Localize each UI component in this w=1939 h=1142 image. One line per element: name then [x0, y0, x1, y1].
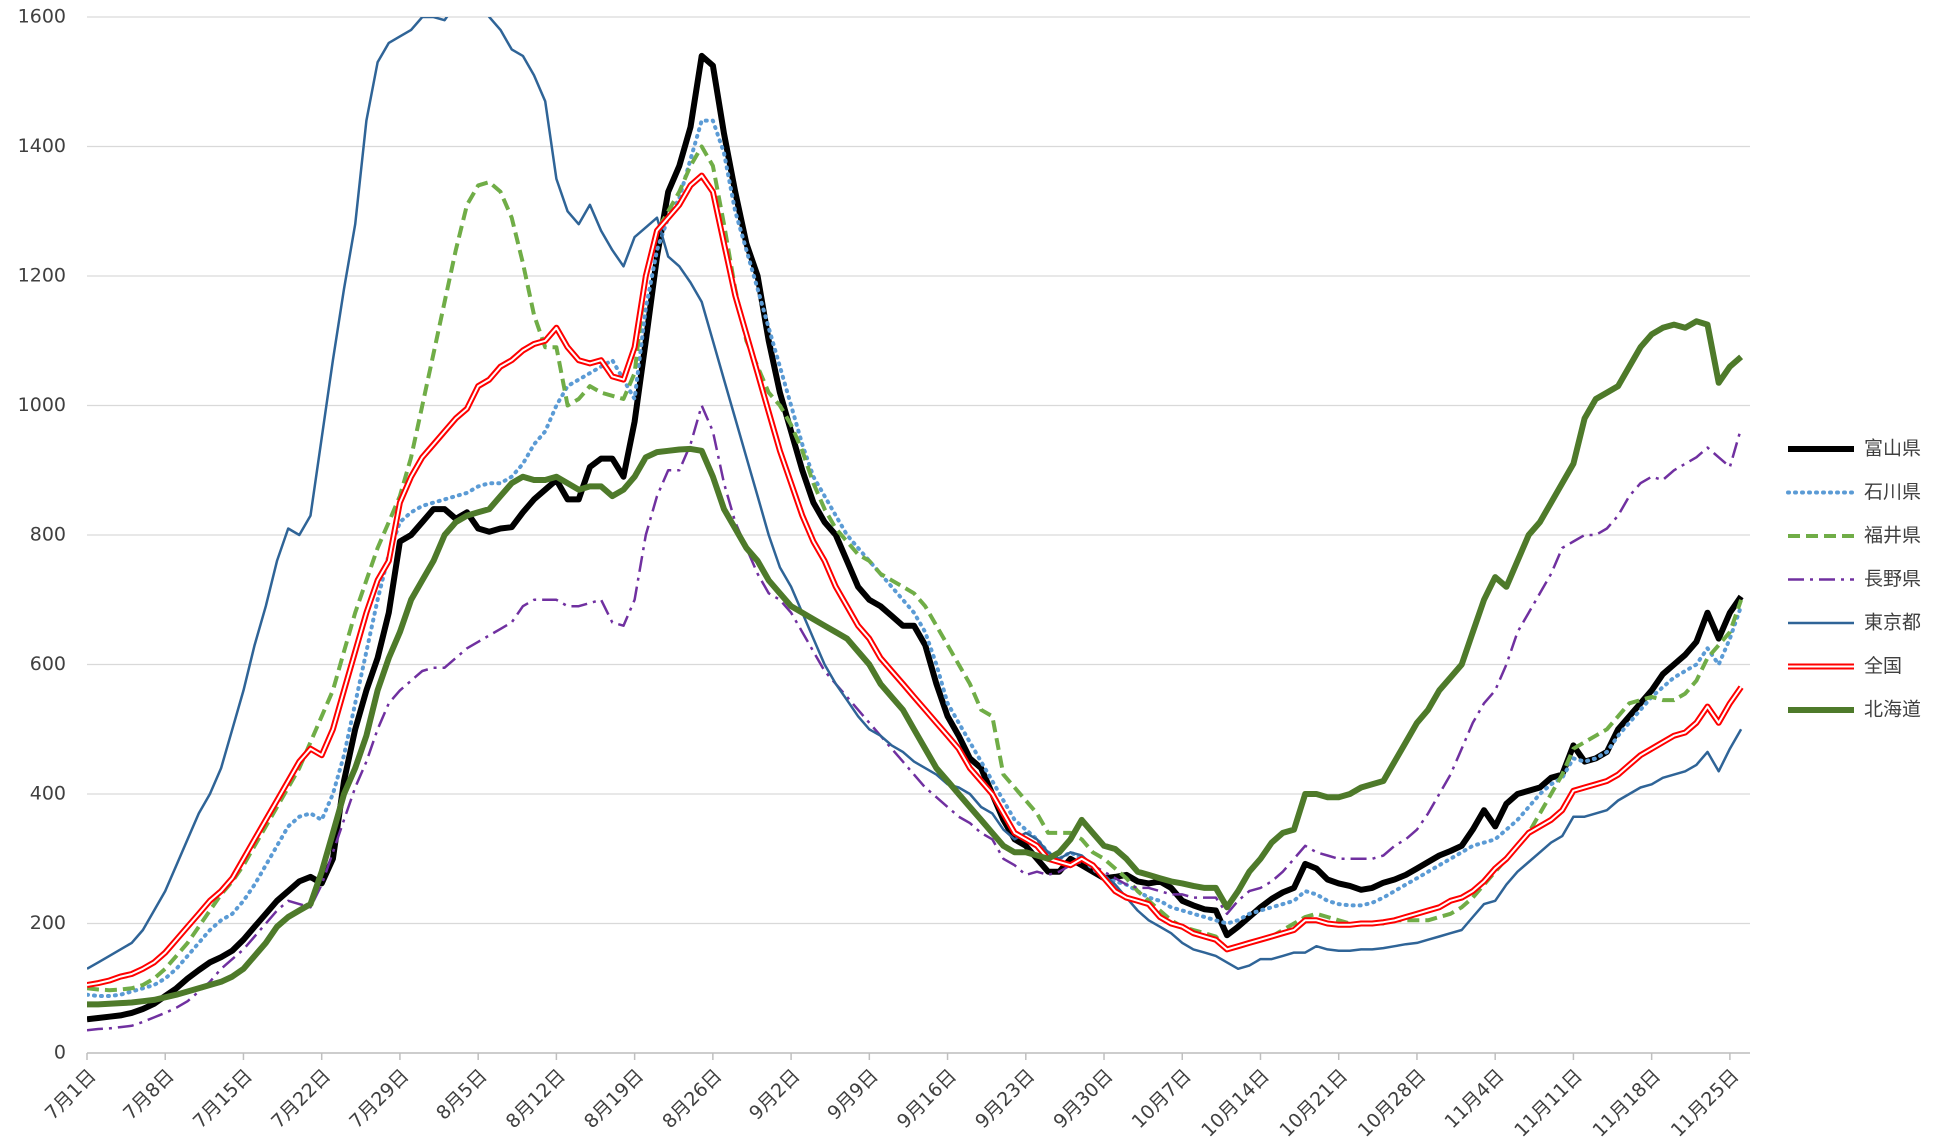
series-line: [87, 52, 1744, 1023]
x-tick-label: 11月4日: [1441, 1065, 1509, 1133]
legend-label: 長野県: [1864, 568, 1921, 590]
series-line: [87, 17, 1743, 971]
x-tick-label: 11月11日: [1510, 1065, 1587, 1142]
y-tick-label: 1000: [18, 394, 66, 416]
series-line: [87, 318, 1744, 1008]
y-tick-label: 600: [30, 653, 66, 675]
x-tick-label: 10月28日: [1354, 1065, 1431, 1142]
x-tick-label: 7月1日: [41, 1065, 101, 1125]
y-tick-label: 800: [30, 524, 66, 546]
y-tick-label: 1200: [18, 265, 66, 287]
x-tick-label: 10月21日: [1276, 1065, 1353, 1142]
y-tick-label: 200: [30, 912, 66, 934]
y-tick-label: 1400: [18, 135, 66, 157]
x-tick-label: 8月19日: [580, 1065, 648, 1133]
x-tick-label: 9月30日: [1049, 1065, 1117, 1133]
series-line: [87, 404, 1743, 1032]
y-tick-label: 0: [54, 1042, 66, 1064]
x-tick-label: 11月25日: [1667, 1065, 1744, 1142]
x-tick-label: 7月8日: [119, 1065, 179, 1125]
x-tick-label: 10月14日: [1197, 1065, 1274, 1142]
x-tick-label: 9月23日: [971, 1065, 1039, 1133]
y-tick-label: 400: [30, 783, 66, 805]
legend-label: 石川県: [1864, 481, 1921, 503]
x-tick-label: 8月5日: [432, 1065, 492, 1125]
x-tick-label: 8月26日: [658, 1065, 726, 1133]
legend-label: 北海道: [1864, 699, 1921, 721]
x-tick-label: 11月18日: [1588, 1065, 1665, 1142]
legend-label: 福井県: [1864, 525, 1921, 547]
x-tick-label: 9月2日: [745, 1065, 805, 1125]
grid: [87, 16, 1750, 1054]
y-tick-label: 1600: [18, 6, 66, 28]
x-tick-label: 10月7日: [1128, 1065, 1196, 1133]
series-line-inner: [87, 174, 1742, 986]
x-tick-label: 7月29日: [345, 1065, 413, 1133]
legend-label: 富山県: [1864, 438, 1921, 460]
series-line: [87, 118, 1744, 998]
x-tick-label: 7月22日: [267, 1065, 335, 1133]
legend-label: 東京都: [1864, 612, 1921, 634]
legend-label: 全国: [1864, 655, 1902, 677]
series-line: [87, 144, 1743, 993]
x-tick-label: 9月9日: [823, 1065, 883, 1125]
x-tick-label: 9月16日: [893, 1065, 961, 1133]
x-tick-label: 8月12日: [502, 1065, 570, 1133]
plot-area: [87, 17, 1744, 1032]
x-tick-label: 7月15日: [189, 1065, 257, 1133]
